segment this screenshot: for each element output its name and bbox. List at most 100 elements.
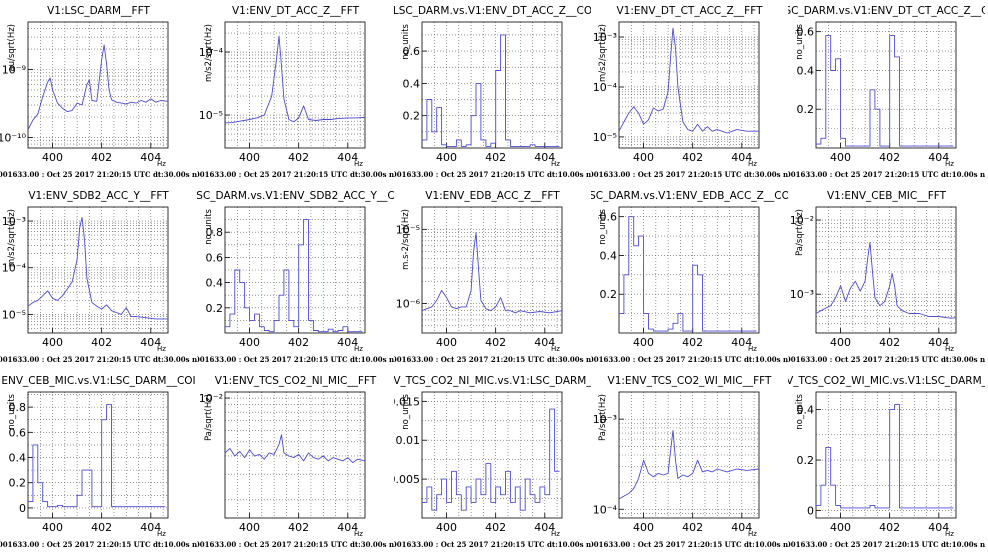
x-tick-label: 404 (928, 336, 949, 349)
x-axis-label: Hz (551, 160, 560, 168)
series-line (618, 429, 760, 500)
plot-panel-4: V1:ENV_DT_CT_ACC_Z__FFT 400 402 404 Hz 10⁻³ 10… (591, 0, 788, 185)
plot-panel-3: LSC_DARM.vs.V1:ENV_DT_ACC_Z__CO 400 402 404… (394, 0, 591, 185)
x-tick-label: 402 (91, 336, 112, 349)
x-tick-label: 402 (682, 521, 703, 534)
plot-frame (421, 206, 563, 334)
plot-footer: 93001633.00 : Oct 25 2017 21:20:15 UTC d… (0, 540, 197, 549)
y-tick-label: 10⁻⁶ (396, 297, 421, 310)
x-tick-label: 402 (879, 521, 900, 534)
plot-panel-11: ENV_CEB_MIC.vs.V1:LSC_DARM__COI 400 402 404… (0, 370, 197, 555)
y-tick-label: 10⁻⁴ (2, 262, 27, 275)
series-line (225, 219, 363, 333)
plot-title: ENV_CEB_MIC.vs.V1:LSC_DARM__COI (1, 375, 195, 387)
plot-frame (815, 206, 957, 334)
plot-panel-12: V1:ENV_TCS_CO2_NI_MIC__FFT 400 402 404 Hz 10⁻… (197, 370, 394, 555)
plot-panel-7: SC_DARM.vs.V1:ENV_SDB2_ACC_Y__C 400 402 404… (197, 185, 394, 370)
plot-frame (815, 391, 957, 519)
y-tick-label: 0.2 (9, 477, 27, 490)
plot-frame (224, 206, 366, 334)
plot-svg: SC_DARM.vs.V1:ENV_SDB2_ACC_Y__C 400 402 404… (197, 190, 394, 364)
x-tick-label: 402 (91, 521, 112, 534)
y-axis-label: m/s2/sqrt(Hz) (204, 24, 214, 82)
plot-panel-9: SC_DARM.vs.V1:ENV_EDB_ACC_Z__CO 400 402 404… (591, 185, 788, 370)
plot-title: SC_DARM.vs.V1:ENV_EDB_ACC_Z__CO (591, 190, 788, 202)
y-tick-label: 0 (807, 504, 814, 517)
series-line (28, 404, 166, 508)
y-tick-label: 0.8 (206, 226, 224, 239)
x-tick-label: 404 (337, 151, 358, 164)
plot-title: V_TCS_CO2_NI_MIC.vs.V1:LSC_DARM_ (394, 375, 591, 387)
x-tick-label: 402 (879, 336, 900, 349)
x-axis-label: Hz (157, 160, 166, 168)
y-tick-label: 0 (19, 502, 26, 515)
y-tick-label: 10⁻⁵ (199, 109, 223, 122)
y-tick-label: 0.8 (9, 401, 27, 414)
x-axis-label: Hz (354, 530, 363, 538)
x-tick-label: 400 (830, 151, 851, 164)
y-axis-label: m/s2/sqrt(Hz) (7, 209, 17, 267)
plot-title: V1:ENV_DT_CT_ACC_Z__FFT (617, 5, 764, 17)
y-axis-label: no_units (795, 393, 805, 429)
series-line (224, 35, 366, 124)
x-tick-label: 400 (633, 336, 654, 349)
y-tick-label: 0.4 (797, 404, 815, 417)
x-tick-label: 404 (928, 521, 949, 534)
y-tick-label: 0.6 (9, 426, 27, 439)
x-tick-label: 400 (239, 151, 260, 164)
x-tick-label: 404 (534, 151, 555, 164)
series-line (421, 232, 563, 314)
series-line (422, 34, 560, 147)
series-line (27, 216, 168, 320)
plot-title: V1:ENV_TCS_CO2_WI_MIC__FFT (608, 375, 773, 387)
y-tick-label: 10⁻⁵ (2, 308, 26, 321)
y-tick-label: 10⁻⁴ (593, 503, 618, 516)
y-tick-label: 10⁻³ (593, 413, 617, 426)
plot-frame (815, 21, 957, 149)
y-tick-label: 10⁻⁴ (593, 81, 618, 94)
x-tick-label: 402 (485, 336, 506, 349)
plot-frame (224, 21, 366, 149)
plot-footer: 93001633.00 : Oct 25 2017 21:20:15 UTC d… (197, 170, 394, 179)
y-axis-label: Pa/sqrt(Hz) (795, 209, 805, 256)
x-axis-label: Hz (157, 530, 166, 538)
y-tick-label: 0.2 (600, 288, 618, 301)
x-axis-label: Hz (157, 345, 166, 353)
series-line (224, 434, 366, 464)
x-tick-label: 404 (731, 151, 752, 164)
x-tick-label: 400 (42, 521, 63, 534)
x-tick-label: 400 (239, 521, 260, 534)
series-line (27, 44, 169, 130)
x-tick-label: 402 (91, 151, 112, 164)
y-axis-label: no_units (401, 23, 411, 59)
plot-panel-14: V1:ENV_TCS_CO2_WI_MIC__FFT 400 402 404 Hz 10⁻… (591, 370, 788, 555)
plot-footer: 93001633.00 : Oct 25 2017 21:20:15 UTC d… (591, 355, 788, 364)
x-tick-label: 400 (436, 521, 457, 534)
x-tick-label: 400 (830, 336, 851, 349)
x-axis-label: Hz (945, 530, 954, 538)
plot-panel-6: V1:ENV_SDB2_ACC_Y__FFT 400 402 404 Hz 10⁻³ 10⁻… (0, 185, 197, 370)
plot-title: V1:ENV_SDB2_ACC_Y__FFT (28, 190, 169, 202)
x-tick-label: 402 (288, 336, 309, 349)
plot-panel-15: V_TCS_CO2_WI_MIC.vs.V1:LSC_DARM_ 400 402 40… (788, 370, 985, 555)
plot-footer: 93001633.00 : Oct 25 2017 21:20:15 UTC d… (197, 355, 394, 364)
y-axis-label: m.s-2/sqrt(Hz) (401, 209, 411, 270)
x-tick-label: 404 (337, 521, 358, 534)
x-tick-label: 402 (485, 521, 506, 534)
plot-panel-10: V1:ENV_CEB_MIC__FFT 400 402 404 Hz 10⁻² 10⁻³ Pa… (788, 185, 985, 370)
y-tick-label: 10⁻³ (790, 288, 814, 301)
plot-title: V1:LSC_DARM__FFT (47, 5, 150, 17)
x-tick-label: 402 (288, 151, 309, 164)
x-axis-label: Hz (551, 530, 560, 538)
plot-footer: 93001633.00 : Oct 25 2017 21:20:15 UTC d… (788, 170, 985, 179)
plot-svg: V_TCS_CO2_NI_MIC.vs.V1:LSC_DARM_ 400 402 40… (394, 375, 591, 549)
x-tick-label: 400 (42, 336, 63, 349)
y-axis-label: no_units (7, 393, 17, 429)
plot-frame (421, 21, 563, 149)
y-axis-label: Pa/sqrt(Hz) (204, 394, 214, 441)
x-tick-label: 402 (682, 336, 703, 349)
x-tick-label: 400 (633, 151, 654, 164)
